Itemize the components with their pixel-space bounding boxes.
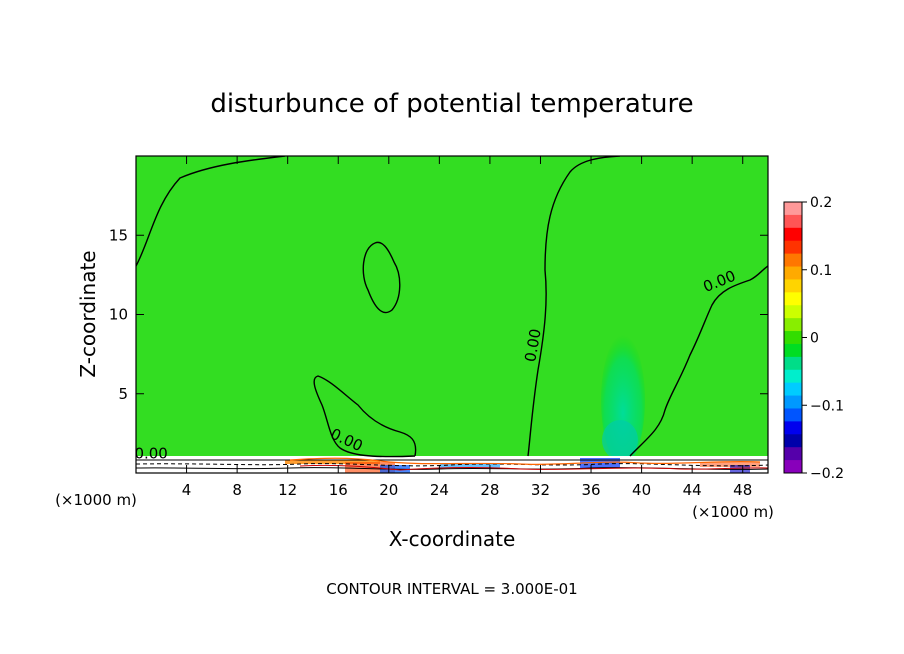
colorbar-swatch	[784, 227, 802, 242]
contour-center-tower	[527, 156, 621, 457]
colorbar-swatch	[784, 356, 802, 371]
x-tick-label: 16	[329, 481, 348, 499]
contour-lower-tongue	[313, 375, 417, 458]
contour-surface-5	[299, 464, 768, 471]
y-tick-label: 5	[118, 385, 128, 403]
colorbar-swatch	[784, 292, 802, 306]
contour-label: 0.00	[521, 327, 545, 363]
colorbar-swatch	[784, 240, 802, 255]
y-axis-ticks: 5 10 15	[109, 226, 768, 403]
x-tick-label: 32	[531, 481, 550, 499]
colorbar-ticks: 0.2 0.1 0 −0.1 −0.2	[802, 195, 844, 482]
colorbar-tick-label: 0.1	[810, 263, 832, 279]
x-tick-label: 36	[581, 481, 600, 499]
heatmap-background	[136, 156, 768, 473]
anomaly-core-region	[602, 420, 638, 460]
surface-warm-patch-2	[700, 462, 760, 467]
colorbar-swatch	[784, 318, 802, 332]
colorbar-swatch	[784, 408, 802, 422]
contour-label: 0.00	[134, 445, 167, 463]
colorbar-swatch	[784, 253, 802, 268]
x-tick-label: 44	[683, 481, 702, 499]
colorbar-swatch	[784, 305, 802, 319]
colorbar-swatch	[784, 421, 802, 435]
x-tick-label: 24	[430, 481, 449, 499]
x-unit-right: (×1000 m)	[692, 503, 774, 521]
x-tick-label: 28	[480, 481, 499, 499]
colorbar-tick-label: −0.1	[810, 398, 844, 414]
x-tick-label: 20	[379, 481, 398, 499]
colorbar-swatch	[784, 369, 802, 384]
colorbar-swatch	[784, 202, 802, 216]
y-tick-label: 15	[109, 226, 128, 244]
colorbar-tick-label: 0	[810, 331, 819, 347]
x-tick-label: 40	[632, 481, 651, 499]
colorbar-swatch	[784, 279, 802, 293]
surface-cold-strip	[440, 463, 500, 468]
x-axis-label: X-coordinate	[389, 527, 516, 551]
x-tick-label: 48	[733, 481, 752, 499]
colorbar-tick-label: 0.2	[810, 195, 832, 211]
colorbar-swatch	[784, 382, 802, 397]
plot-area: 0.00 0.000.000.00	[134, 156, 768, 473]
x-unit-left: (×1000 m)	[55, 491, 137, 509]
colorbar	[783, 201, 803, 474]
colorbar-swatch	[784, 434, 802, 448]
surface-warm-strip	[285, 460, 380, 464]
colorbar-tick-label: −0.2	[810, 466, 844, 482]
chart-title: disturbunce of potential temperature	[210, 89, 693, 119]
x-axis-ticks: 4 8 12 16 20 24 28 32 36 40 44 48	[182, 156, 752, 499]
x-tick-label: 4	[182, 481, 192, 499]
y-tick-label: 10	[109, 306, 128, 324]
contour-surface-4	[289, 457, 761, 465]
y-axis-label: Z-coordinate	[76, 250, 100, 377]
x-tick-label: 12	[278, 481, 297, 499]
colorbar-swatch	[784, 343, 802, 358]
contour-closed-upper	[362, 241, 401, 314]
x-tick-label: 8	[232, 481, 242, 499]
contour-top-left	[136, 156, 286, 267]
colorbar-swatch	[784, 331, 802, 345]
colorbar-swatch	[784, 266, 802, 280]
colorbar-swatch	[784, 214, 802, 229]
contour-interval-footer: CONTOUR INTERVAL = 3.000E-01	[326, 580, 577, 598]
colorbar-swatch	[784, 460, 802, 474]
contour-surface-2	[136, 463, 768, 467]
colorbar-swatch	[784, 395, 802, 409]
contour-right-slope	[629, 265, 768, 457]
colorbar-swatch	[784, 447, 802, 461]
